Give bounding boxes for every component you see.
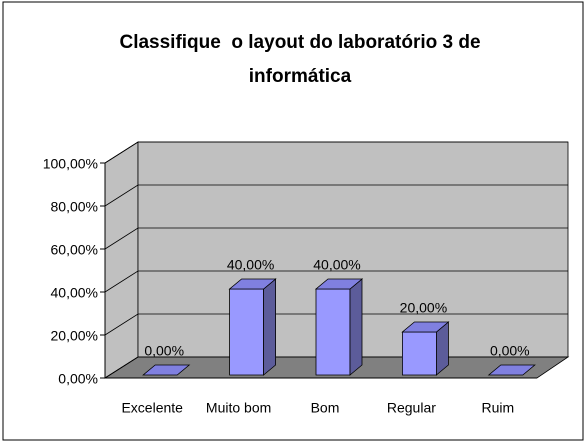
bar [228,278,277,376]
bar-front [315,288,351,376]
grid-line [104,313,568,336]
bar-side [349,278,363,376]
x-tick-label: Bom [311,400,340,416]
y-tick-label: 80,00% [51,199,98,215]
x-tick-label: Excelente [121,400,183,416]
grid-line [104,270,568,293]
value-label: 20,00% [400,300,447,316]
value-label: 0,00% [144,343,184,359]
y-tick-label: 0,00% [58,371,98,387]
grid-line [104,227,568,250]
grid-line [104,184,568,207]
chart-title: Classifique o layout do laboratório 3 de… [119,32,486,87]
bar-top [142,364,191,376]
value-label: 40,00% [227,257,274,273]
y-tick-label: 60,00% [51,242,98,258]
y-tick-label: 40,00% [51,285,98,301]
bar [142,364,191,376]
bar [314,278,364,376]
grid-line [104,141,568,164]
x-tick-label: Regular [387,400,436,416]
bar [401,321,450,376]
bar-top [401,321,450,333]
bar-side [263,278,277,376]
value-label: 0,00% [490,343,530,359]
bar-front [229,288,265,376]
x-tick-label: Muito bom [206,400,271,416]
bar-top [487,364,536,376]
value-label: 40,00% [313,257,360,273]
bar-front [401,331,437,376]
x-tick-label: Ruim [481,400,514,416]
bar-top [228,278,277,290]
y-tick-label: 20,00% [51,328,98,344]
side-wall [104,141,139,379]
y-tick-label: 100,00% [43,156,98,172]
bar-top [314,278,364,290]
bar [487,364,536,376]
